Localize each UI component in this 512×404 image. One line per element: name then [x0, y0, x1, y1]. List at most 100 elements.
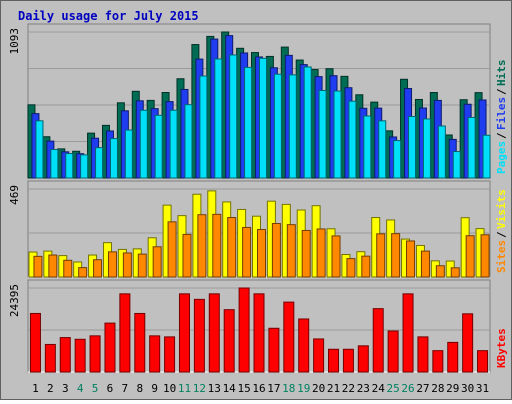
bar-sites — [137, 253, 147, 278]
x-tick-label: 3 — [62, 382, 69, 395]
bar-sites — [212, 213, 222, 278]
bar-kbytes — [178, 293, 190, 373]
series-kbytes — [29, 287, 489, 373]
bar-sites — [376, 233, 386, 278]
side-label-kbytes: KBytes — [495, 328, 508, 368]
bar-sites — [227, 217, 237, 278]
side-label-separator: / — [495, 231, 508, 238]
bar-pages — [199, 75, 208, 179]
bar-kbytes — [462, 313, 474, 373]
chart-title: Daily usage for July 2015 — [18, 9, 199, 23]
panel-max-label: 1093 — [8, 28, 21, 55]
bar-pages — [303, 66, 312, 179]
x-tick-label: 25 — [387, 382, 400, 395]
bar-pages — [363, 115, 372, 179]
bar-kbytes — [342, 348, 354, 373]
bar-sites — [78, 267, 88, 278]
x-tick-label: 27 — [416, 382, 429, 395]
x-tick-label: 16 — [252, 382, 265, 395]
bar-kbytes — [89, 335, 101, 373]
bar-kbytes — [59, 337, 71, 373]
bar-sites — [420, 250, 430, 278]
bar-pages — [109, 138, 118, 179]
bar-pages — [214, 58, 223, 179]
bar-kbytes — [253, 293, 265, 373]
x-tick-label: 30 — [461, 382, 474, 395]
bar-sites — [197, 214, 207, 278]
bar-sites — [391, 233, 401, 278]
bar-pages — [139, 109, 148, 179]
panel-side-labels: Sites / Visits — [495, 189, 508, 273]
bar-sites — [152, 246, 162, 278]
bar-kbytes — [372, 308, 384, 373]
bar-sites — [450, 267, 460, 278]
bar-sites — [122, 252, 132, 278]
bar-kbytes — [477, 350, 489, 373]
x-tick-label: 11 — [178, 382, 191, 395]
x-tick-label: 9 — [151, 382, 158, 395]
x-tick-label: 15 — [237, 382, 250, 395]
bar-kbytes — [149, 335, 161, 373]
bar-kbytes — [447, 341, 459, 373]
x-tick-label: 2 — [47, 382, 54, 395]
x-tick-label: 14 — [223, 382, 237, 395]
bar-kbytes — [357, 345, 369, 373]
x-tick-label: 28 — [431, 382, 444, 395]
bar-sites — [346, 258, 356, 278]
side-label-pages: Pages — [495, 141, 508, 174]
series-pages — [35, 54, 491, 179]
x-tick-label: 5 — [92, 382, 99, 395]
bar-kbytes — [387, 330, 399, 373]
bar-pages — [244, 66, 253, 179]
bar-sites — [406, 240, 416, 278]
bar-pages — [333, 90, 342, 179]
bar-sites — [331, 235, 341, 278]
x-tick-label: 23 — [357, 382, 370, 395]
bar-kbytes — [238, 287, 250, 373]
bar-sites — [107, 251, 117, 278]
bar-pages — [184, 104, 193, 179]
side-label-hits: Hits — [495, 60, 508, 87]
bar-pages — [452, 151, 461, 179]
bar-kbytes — [268, 327, 280, 373]
bar-pages — [348, 100, 357, 179]
bar-kbytes — [104, 322, 116, 373]
bar-sites — [63, 259, 73, 278]
panel-max-label: 469 — [8, 185, 21, 205]
x-tick-label: 31 — [476, 382, 489, 395]
bar-kbytes — [402, 293, 414, 373]
panel-kbytes: 24395 KBytes — [8, 279, 508, 373]
bar-pages — [229, 54, 238, 179]
bar-sites — [465, 235, 475, 278]
chart-panels: 1093Pages/Files/Hits469Sites/Visits24395… — [8, 23, 508, 373]
bar-pages — [95, 147, 104, 179]
bar-kbytes — [193, 298, 205, 373]
x-axis-labels: 1 2 3 4 5 6 7 8 9 10 11 12 13 14 15 16 17 18 19 20 21 22 23 24 2… — [32, 382, 489, 395]
x-tick-label: 29 — [446, 382, 459, 395]
x-tick-label: 4 — [77, 382, 84, 395]
bar-pages — [482, 134, 491, 179]
bar-sites — [480, 234, 490, 278]
bar-sites — [182, 233, 192, 278]
bar-pages — [378, 120, 387, 179]
x-tick-label: 6 — [107, 382, 114, 395]
bar-pages — [437, 125, 446, 179]
panel-max-label: 24395 — [8, 284, 21, 317]
bar-sites — [316, 228, 326, 278]
bar-pages — [288, 74, 297, 179]
bar-sites — [93, 259, 103, 278]
bar-pages — [408, 116, 417, 179]
bar-kbytes — [417, 336, 429, 373]
bar-sites — [286, 224, 296, 278]
bar-pages — [124, 129, 133, 179]
bar-kbytes — [298, 318, 310, 373]
x-tick-label: 12 — [193, 382, 206, 395]
bar-sites — [435, 265, 445, 278]
bar-kbytes — [44, 343, 56, 373]
x-tick-label: 18 — [282, 382, 295, 395]
bar-pages — [467, 116, 476, 179]
x-tick-label: 17 — [267, 382, 280, 395]
